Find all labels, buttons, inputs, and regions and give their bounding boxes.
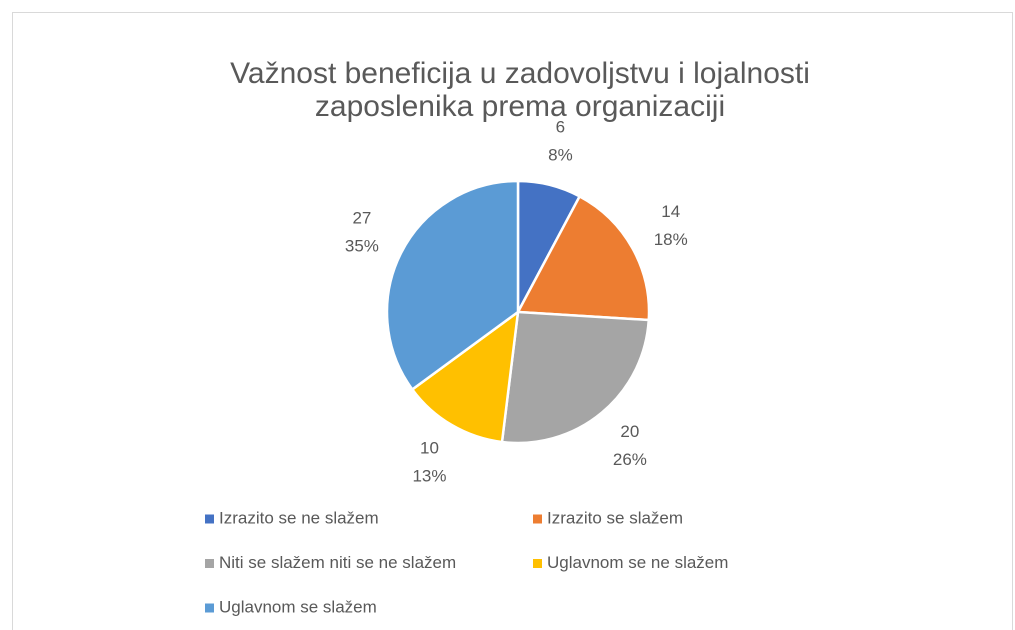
legend-swatch	[205, 603, 214, 613]
data-label: 14	[661, 202, 680, 221]
legend-swatch	[205, 514, 214, 524]
data-label: 10	[420, 438, 439, 457]
chart-title: Važnost beneficija u zadovoljstvu i loja…	[230, 57, 810, 90]
data-label: 8%	[548, 146, 573, 165]
legend-label: Niti se slažem niti se ne slažem	[219, 553, 456, 572]
pie-slice	[515, 194, 651, 322]
legend-label: Izrazito se slažem	[547, 508, 683, 527]
data-label: 6	[556, 118, 565, 137]
legend-label: Izrazito se ne slažem	[219, 508, 379, 527]
data-label: 26%	[613, 450, 647, 469]
data-label: 35%	[345, 236, 379, 255]
pie-slice	[385, 179, 520, 392]
legend-label: Uglavnom se slažem	[219, 597, 377, 616]
data-label: 27	[352, 208, 371, 227]
legend-swatch	[533, 514, 542, 524]
data-label: 18%	[654, 230, 688, 249]
pie-slice	[410, 309, 520, 444]
pie-slice	[500, 310, 651, 445]
data-label: 20	[620, 422, 639, 441]
data-label: 13%	[412, 466, 446, 485]
legend-swatch	[533, 559, 542, 568]
legend-swatch	[205, 559, 214, 568]
chart-title: zaposlenika prema organizaciji	[315, 90, 725, 123]
legend-label: Uglavnom se ne slažem	[547, 553, 728, 572]
